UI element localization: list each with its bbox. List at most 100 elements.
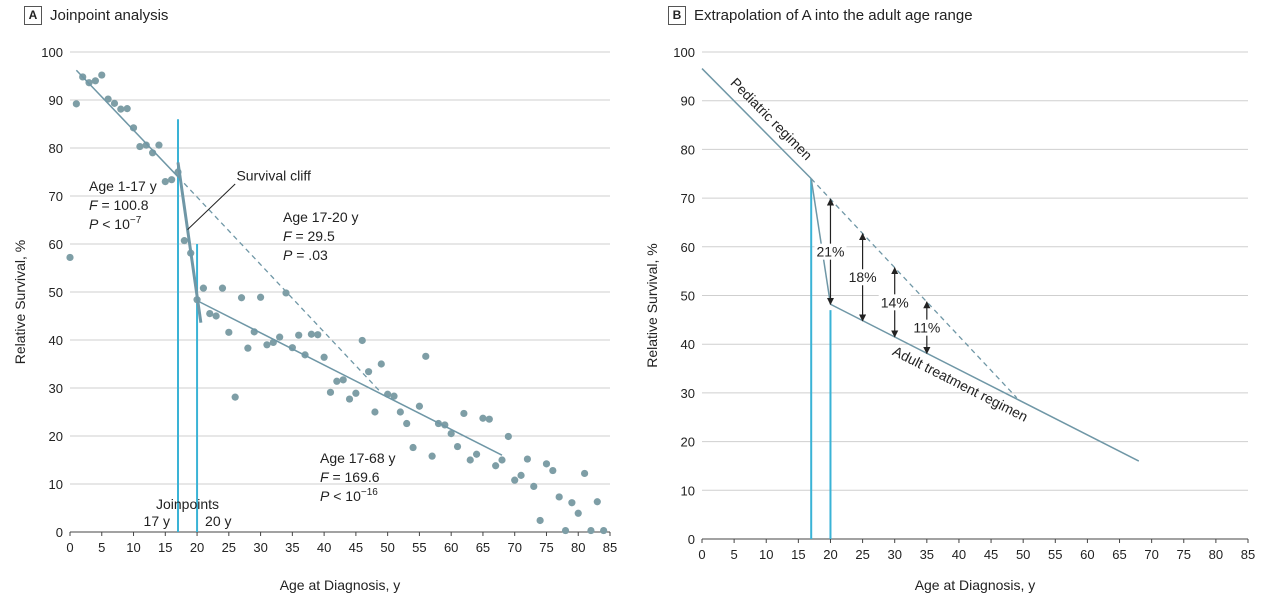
data-point	[593, 498, 601, 506]
data-point	[485, 415, 493, 423]
fit-segment	[196, 299, 503, 456]
panel-b-x-tick-label: 35	[920, 547, 934, 562]
panel-b-x-tick-label: 60	[1080, 547, 1094, 562]
panel-a-x-tick-label: 75	[539, 540, 553, 555]
panel-b-x-tick-label: 65	[1112, 547, 1126, 562]
difference-label: 18%	[849, 269, 877, 285]
panel-a-x-tick-label: 35	[285, 540, 299, 555]
annotation-age-17-20-p-symbol: P	[283, 247, 293, 263]
extrapolation-line	[177, 176, 382, 394]
data-point	[199, 284, 208, 292]
annotation-age-17-68-p-value: < 10	[329, 488, 361, 504]
data-point	[549, 466, 557, 475]
panel-b-y-tick-label: 40	[681, 337, 695, 352]
panel-a-x-tick-label: 25	[222, 540, 236, 555]
data-point	[110, 99, 119, 107]
panel-a-y-tick-label: 50	[49, 285, 63, 300]
panel-a-x-tick-label: 55	[412, 540, 426, 555]
annotation-age-17-68-f: F = 169.6	[320, 469, 380, 485]
panel-b-x-tick-label: 20	[823, 547, 837, 562]
annotation-age-1-17-p-exponent: −7	[130, 215, 142, 226]
panel-b-y-tick-label: 70	[681, 191, 695, 206]
data-point	[479, 414, 487, 422]
panel-b-letter: B	[668, 6, 686, 25]
panel-a-y-tick-label: 0	[56, 525, 63, 540]
panel-a-x-tick-label: 30	[253, 540, 267, 555]
annotation-age-1-17-f-symbol: F	[89, 197, 99, 213]
data-point	[307, 330, 316, 338]
difference-label: 14%	[881, 294, 909, 310]
data-point	[574, 509, 582, 517]
annotation-age-1-17-f-value: = 100.8	[98, 197, 149, 213]
data-point	[555, 493, 563, 501]
data-point	[129, 124, 138, 132]
annotation-age-17-20: Age 17-20 y F = 29.5 P = .03	[283, 209, 359, 263]
panel-b-x-tick-label: 30	[887, 547, 901, 562]
panel-a-x-tick-label: 0	[66, 540, 73, 555]
data-point	[237, 294, 246, 302]
panel-b-y-tick-label: 60	[681, 240, 695, 255]
data-point	[472, 450, 481, 458]
adult-regimen-line	[830, 303, 1140, 462]
data-point	[390, 392, 398, 400]
data-point	[212, 312, 220, 320]
data-point	[66, 253, 74, 262]
data-point	[142, 141, 150, 149]
annotation-age-17-20-f-value: = 29.5	[292, 228, 335, 244]
annotation-age-17-68-f-symbol: F	[320, 469, 330, 485]
panel-b-title: Extrapolation of A into the adult age ra…	[694, 7, 973, 24]
panel-b-y-tick-label: 50	[681, 289, 695, 304]
panel-a-x-tick-label: 85	[603, 540, 617, 555]
panel-b-y-tick-label: 90	[681, 94, 695, 109]
data-point	[364, 368, 373, 376]
data-point	[580, 469, 589, 478]
panel-a-x-tick-label: 50	[380, 540, 394, 555]
annotation-age-1-17: Age 1-17 y F = 100.8 P < 10−7	[89, 178, 157, 232]
data-point	[561, 526, 570, 535]
panel-a-x-tick-label: 20	[190, 540, 204, 555]
data-point	[542, 460, 551, 468]
data-point	[231, 393, 239, 401]
data-point	[180, 237, 188, 245]
data-point	[587, 526, 595, 535]
data-point	[72, 100, 80, 108]
panel-a-y-tick-label: 70	[49, 189, 63, 204]
panel-a-x-axis-title: Age at Diagnosis, y	[280, 577, 401, 593]
data-point	[168, 176, 176, 184]
data-point	[136, 142, 144, 151]
panel-b-y-axis-title: Relative Survival, %	[644, 243, 660, 368]
data-point	[345, 395, 354, 403]
data-point	[460, 409, 468, 418]
data-point	[218, 284, 227, 292]
data-point	[314, 331, 322, 339]
panel-b-x-tick-label: 50	[1016, 547, 1030, 562]
data-point	[403, 419, 411, 428]
data-point	[295, 331, 303, 339]
data-point	[511, 476, 519, 484]
panel-b-x-tick-label: 45	[984, 547, 998, 562]
data-point	[536, 516, 544, 525]
panel-b-y-tick-label: 10	[681, 483, 695, 498]
panel-a-x-tick-label: 5	[98, 540, 105, 555]
panel-a-title: Joinpoint analysis	[50, 7, 169, 24]
panel-b-y-tick-label: 0	[688, 532, 695, 547]
data-point	[377, 360, 385, 368]
data-point	[371, 408, 379, 416]
difference-label-bg	[878, 294, 911, 311]
panel-b-x-tick-label: 75	[1177, 547, 1191, 562]
annotation-age-1-17-p-symbol: P	[89, 216, 99, 232]
data-point	[409, 443, 417, 452]
joinpoint-label-17: 17 y	[144, 513, 170, 529]
data-point	[155, 141, 163, 149]
pediatric-regimen-line	[701, 68, 812, 180]
panel-a-y-tick-label: 80	[49, 141, 63, 156]
data-point	[504, 432, 512, 441]
fit-segment	[176, 162, 203, 323]
annotation-age-17-20-f: F = 29.5	[283, 228, 335, 244]
data-point	[428, 452, 436, 460]
data-point	[256, 293, 265, 301]
survival-cliff-label: Survival cliff	[236, 168, 311, 184]
adult-regimen-label: Adult treatment regimen	[890, 343, 1030, 425]
panel-b-x-tick-label: 40	[952, 547, 966, 562]
